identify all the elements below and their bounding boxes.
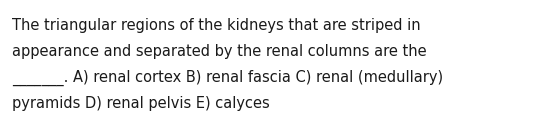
Text: appearance and separated by the renal columns are the: appearance and separated by the renal co… (12, 44, 427, 59)
Text: _______. A) renal cortex B) renal fascia C) renal (medullary): _______. A) renal cortex B) renal fascia… (12, 70, 443, 86)
Text: pyramids D) renal pelvis E) calyces: pyramids D) renal pelvis E) calyces (12, 96, 270, 111)
Text: The triangular regions of the kidneys that are striped in: The triangular regions of the kidneys th… (12, 18, 421, 33)
